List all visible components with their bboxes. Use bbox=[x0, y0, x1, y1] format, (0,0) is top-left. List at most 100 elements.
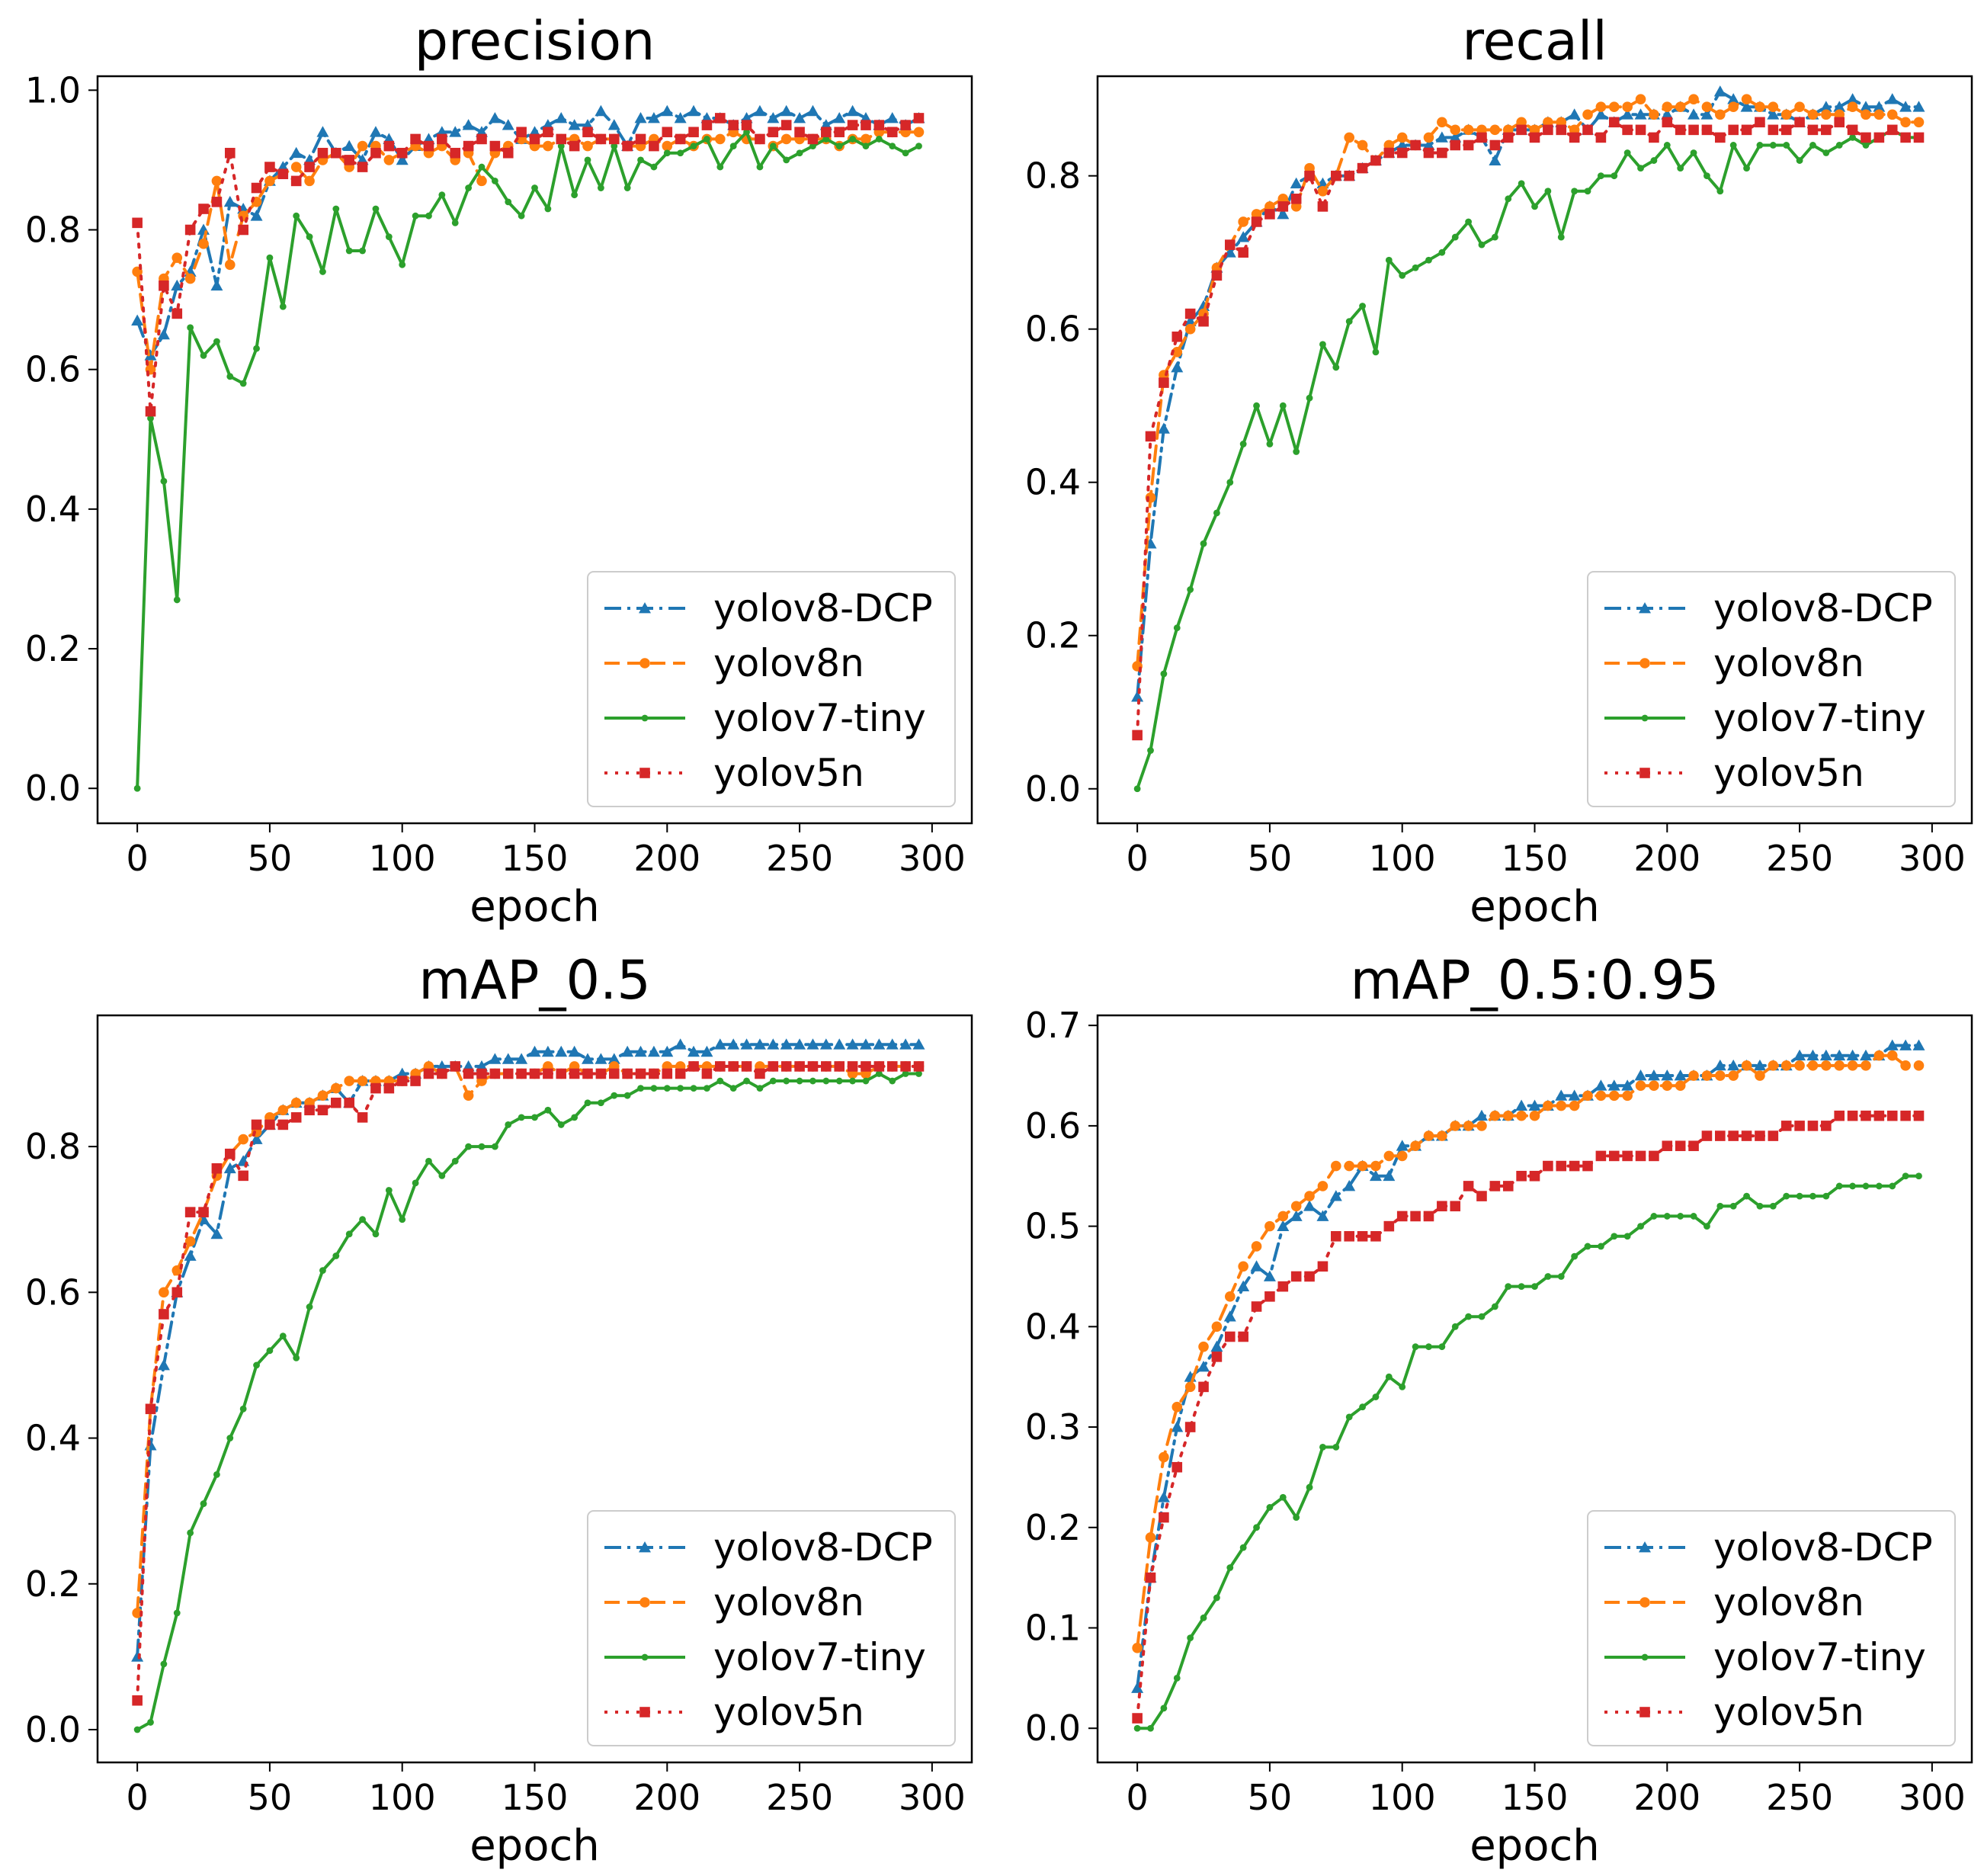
data-point bbox=[396, 147, 408, 159]
data-point bbox=[1345, 318, 1353, 325]
data-point bbox=[239, 380, 247, 387]
data-point bbox=[1425, 256, 1432, 264]
data-point bbox=[1133, 1724, 1141, 1732]
data-point bbox=[1253, 1524, 1260, 1531]
data-point bbox=[675, 133, 686, 145]
data-point bbox=[1198, 316, 1209, 327]
data-point bbox=[437, 133, 447, 145]
data-point bbox=[913, 1061, 925, 1072]
data-point bbox=[332, 1252, 340, 1259]
data-point bbox=[1132, 730, 1143, 741]
data-point bbox=[677, 149, 684, 157]
data-point bbox=[1641, 1653, 1649, 1661]
data-point bbox=[846, 1038, 859, 1050]
data-point bbox=[1913, 1060, 1925, 1071]
data-point bbox=[1704, 1223, 1710, 1230]
data-point bbox=[1331, 1230, 1341, 1242]
data-point bbox=[1450, 1121, 1461, 1131]
data-point bbox=[1611, 1233, 1618, 1240]
data-point bbox=[369, 126, 382, 137]
data-point bbox=[1568, 1089, 1581, 1101]
data-point bbox=[1277, 201, 1289, 212]
data-point bbox=[531, 184, 538, 191]
data-point bbox=[147, 415, 154, 422]
data-point bbox=[463, 140, 474, 152]
data-point bbox=[1515, 1099, 1528, 1111]
data-point bbox=[1410, 1211, 1421, 1222]
data-point bbox=[1543, 1160, 1553, 1172]
data-point bbox=[1755, 1070, 1765, 1081]
data-point bbox=[607, 119, 620, 130]
data-point bbox=[555, 1045, 568, 1057]
data-point bbox=[357, 140, 368, 152]
data-point bbox=[1741, 124, 1752, 136]
data-point bbox=[1529, 1110, 1540, 1121]
data-point bbox=[1210, 1340, 1223, 1352]
data-point bbox=[756, 163, 764, 171]
data-point bbox=[1317, 185, 1329, 197]
data-point bbox=[1370, 1160, 1381, 1172]
data-point bbox=[1528, 1099, 1541, 1111]
data-point bbox=[306, 233, 313, 241]
series-yolov5n bbox=[1132, 117, 1925, 741]
data-point bbox=[849, 1077, 856, 1085]
data-point bbox=[223, 195, 236, 207]
data-point bbox=[822, 1077, 830, 1085]
data-point bbox=[502, 1053, 514, 1064]
data-point bbox=[449, 126, 462, 137]
data-point bbox=[806, 104, 819, 117]
data-point bbox=[807, 133, 819, 145]
data-point bbox=[1861, 1110, 1871, 1121]
data-point bbox=[345, 1230, 353, 1238]
data-point bbox=[1783, 1192, 1790, 1200]
data-point bbox=[1478, 1313, 1486, 1320]
data-point bbox=[595, 104, 607, 117]
data-point bbox=[661, 104, 674, 117]
data-point bbox=[704, 136, 710, 143]
data-point bbox=[1344, 170, 1354, 181]
data-point bbox=[639, 1597, 650, 1608]
data-point bbox=[1728, 1130, 1739, 1141]
x-tick-label: 50 bbox=[1248, 1777, 1293, 1818]
x-axis-label: epoch bbox=[1470, 882, 1600, 932]
data-point bbox=[1675, 124, 1686, 136]
data-point bbox=[1489, 139, 1501, 151]
data-point bbox=[1279, 402, 1287, 409]
data-point bbox=[277, 1119, 289, 1130]
data-point bbox=[1649, 1150, 1659, 1162]
data-point bbox=[1912, 1039, 1925, 1050]
data-point bbox=[796, 149, 803, 157]
y-tick-label: 0.6 bbox=[25, 1272, 81, 1313]
data-point bbox=[1370, 155, 1381, 166]
data-point bbox=[304, 162, 315, 172]
data-point bbox=[912, 1038, 925, 1050]
x-tick-label: 300 bbox=[1899, 838, 1966, 879]
chart-title: mAP_0.5:0.95 bbox=[1350, 949, 1719, 1012]
data-point bbox=[1357, 139, 1368, 151]
data-point bbox=[290, 1097, 302, 1108]
y-tick-label: 0.0 bbox=[1025, 768, 1081, 810]
data-point bbox=[1688, 1140, 1699, 1152]
data-point bbox=[396, 1076, 408, 1086]
data-point bbox=[1187, 586, 1194, 593]
y-tick-label: 1.0 bbox=[25, 69, 81, 111]
legend-label: yolov5n bbox=[713, 1690, 864, 1734]
data-point bbox=[1780, 109, 1792, 120]
data-point bbox=[1582, 1090, 1593, 1102]
data-point bbox=[1833, 101, 1846, 112]
data-point bbox=[1873, 1110, 1885, 1121]
data-point bbox=[1463, 124, 1474, 136]
panel-recall: recall 0 50 100 150 200 250 300 0.0 0.2 0.4 0.6 0.8 e… bbox=[1025, 10, 1973, 932]
data-point bbox=[1622, 1090, 1633, 1102]
data-point bbox=[1729, 1202, 1737, 1210]
data-point bbox=[198, 204, 209, 214]
data-point bbox=[1304, 170, 1315, 181]
data-point bbox=[463, 1068, 474, 1079]
data-point bbox=[635, 133, 646, 145]
data-point bbox=[1316, 1210, 1329, 1221]
data-point bbox=[1675, 1140, 1686, 1152]
data-point bbox=[806, 1038, 819, 1050]
data-point bbox=[1239, 441, 1247, 447]
data-point bbox=[780, 120, 792, 130]
data-point bbox=[157, 1358, 170, 1371]
